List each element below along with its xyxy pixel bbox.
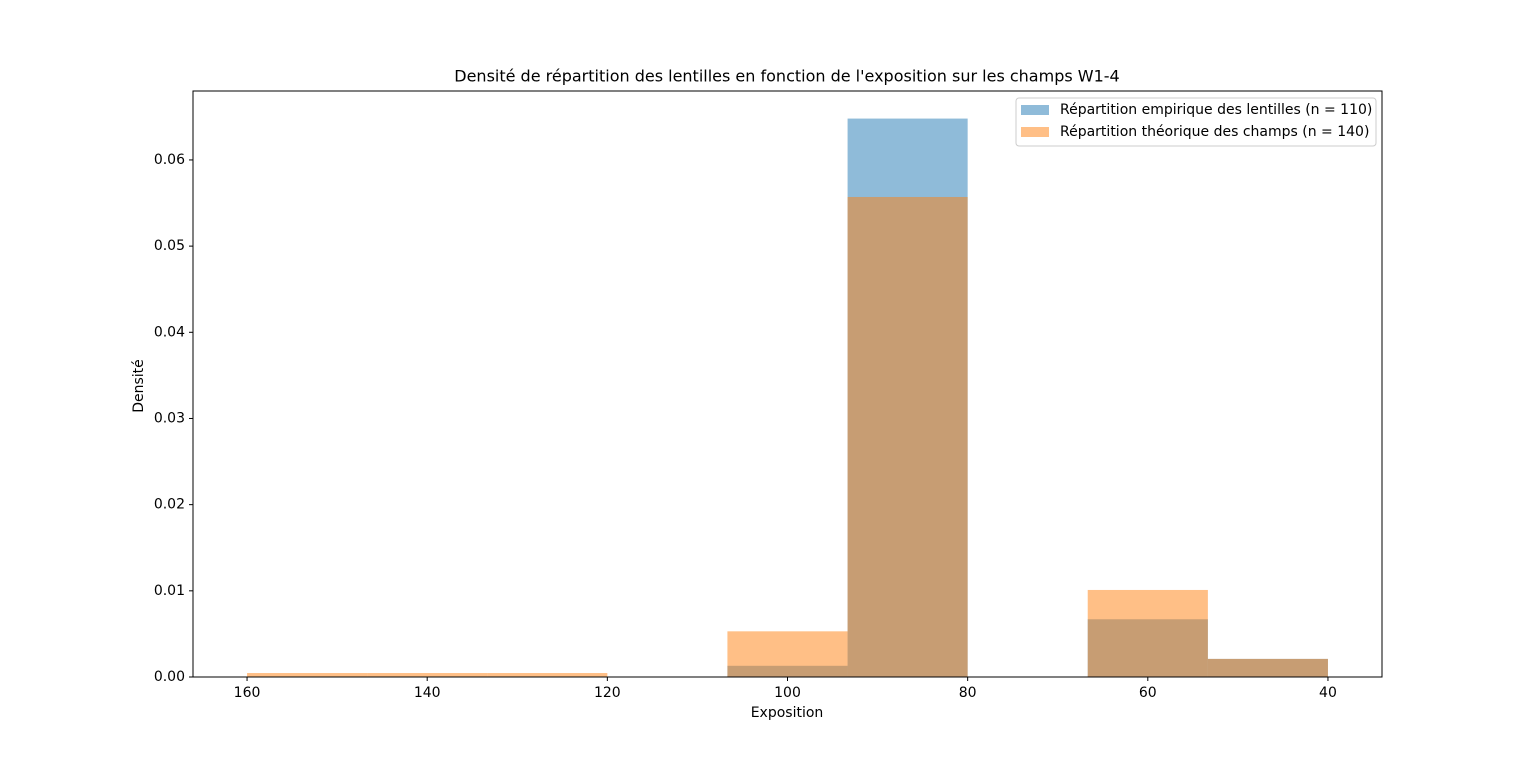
legend-swatch <box>1021 105 1049 115</box>
legend-label: Répartition empirique des lentilles (n =… <box>1060 102 1372 118</box>
legend-box <box>1015 97 1377 147</box>
bar <box>1087 589 1208 677</box>
y-tick-label: 0.03 <box>154 410 185 426</box>
x-tick-label: 140 <box>414 685 441 701</box>
x-tick-label: 100 <box>774 685 801 701</box>
bar <box>487 673 608 677</box>
x-tick-label: 120 <box>594 685 621 701</box>
legend-label: Répartition théorique des champs (n = 14… <box>1060 124 1369 140</box>
bar <box>247 673 368 677</box>
y-tick-label: 0.01 <box>154 583 185 599</box>
y-tick-label: 0.05 <box>154 238 185 254</box>
y-tick-label: 0.02 <box>154 497 185 513</box>
y-tick-label: 0.04 <box>154 324 185 340</box>
legend-swatch <box>1021 127 1049 137</box>
bar <box>1207 658 1328 677</box>
x-tick-label: 40 <box>1319 685 1337 701</box>
y-tick-label: 0.00 <box>154 669 185 685</box>
bar <box>727 631 848 677</box>
y-axis-label: Densité <box>131 359 147 413</box>
y-tick-label: 0.06 <box>154 152 185 168</box>
bar <box>367 673 488 677</box>
x-tick-label: 60 <box>1139 685 1157 701</box>
x-tick-label: 80 <box>959 685 977 701</box>
x-tick-label: 160 <box>234 685 261 701</box>
x-axis-label: Exposition <box>751 705 824 721</box>
plot-frame <box>192 90 1383 678</box>
chart-title: Densité de répartition des lentilles en … <box>454 67 1119 86</box>
bar <box>847 196 968 677</box>
